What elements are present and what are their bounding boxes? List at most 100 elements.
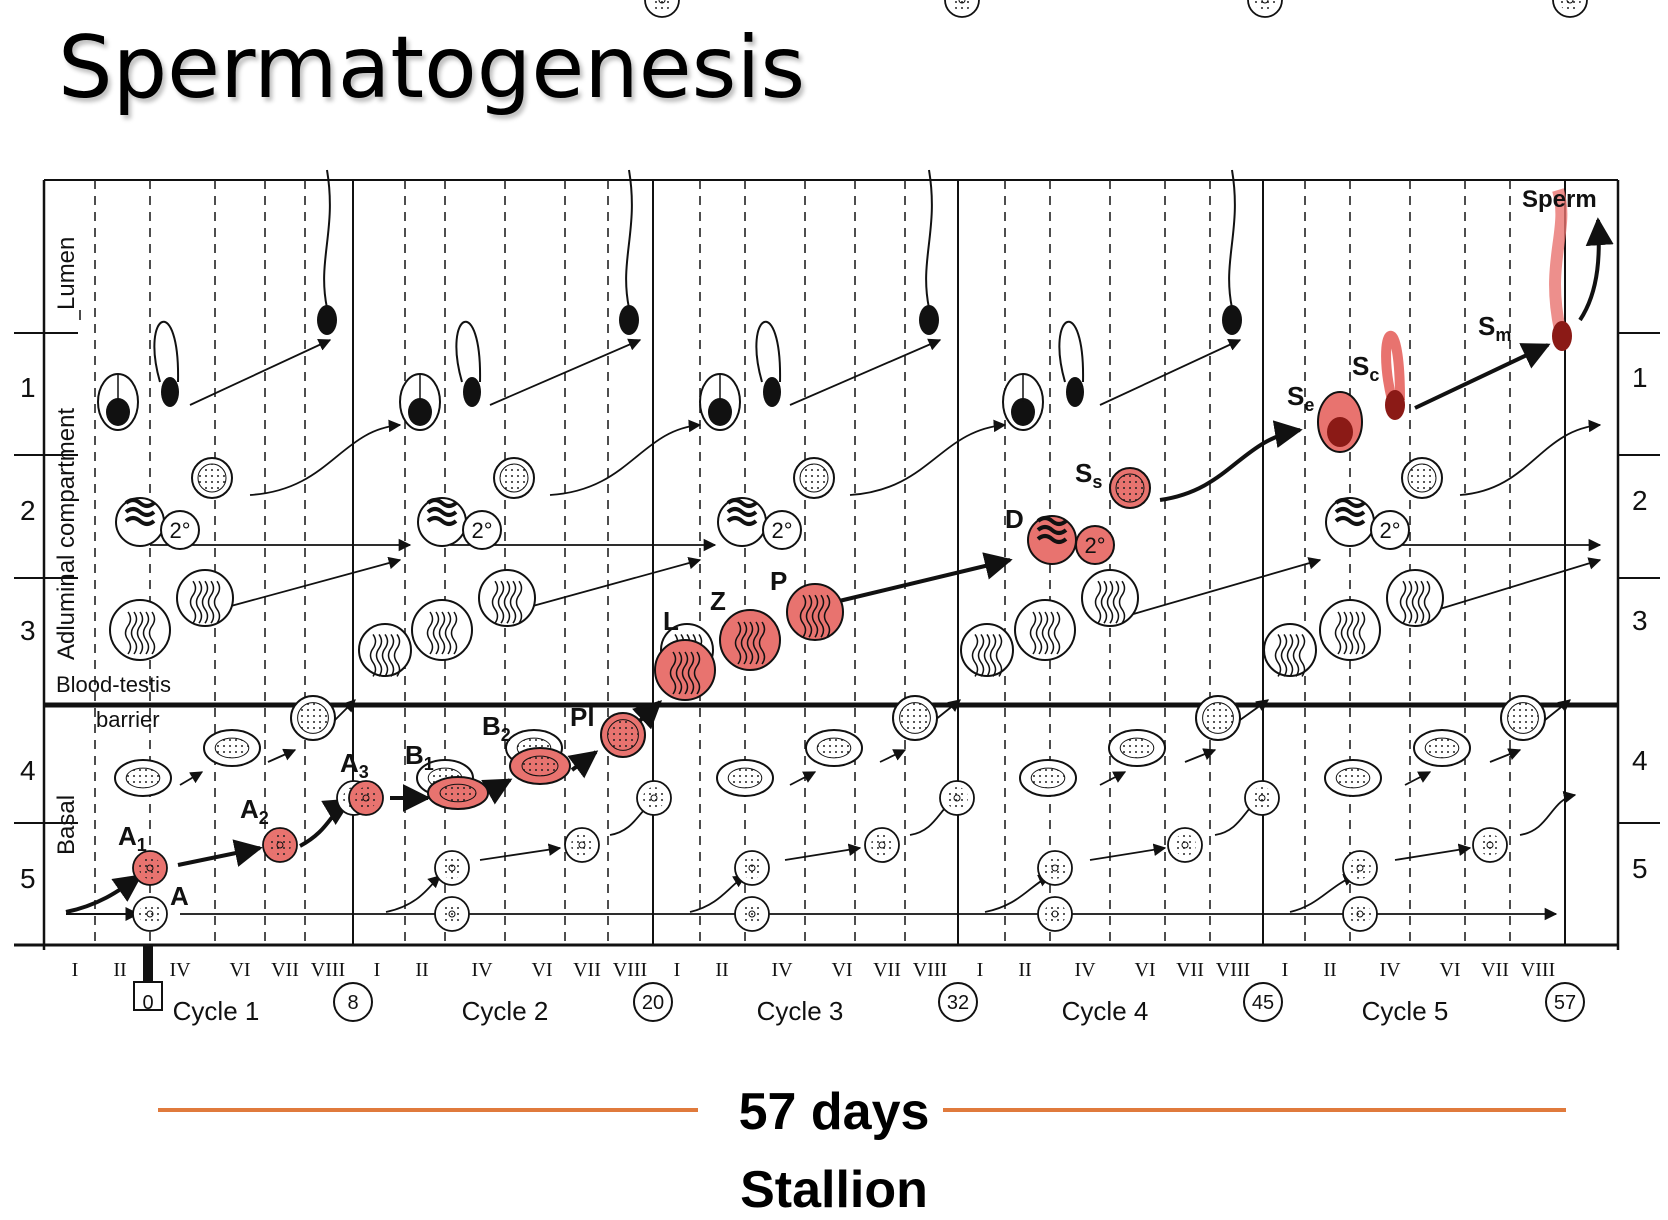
label-D: D [1005, 504, 1024, 534]
species-caption: Stallion [740, 1161, 928, 1219]
day-markers: 0 8 20 32 45 57 [133, 945, 1585, 1022]
stage-numeral: VI [531, 959, 552, 981]
label-Sperm: Sperm [1522, 186, 1597, 213]
compartment-labels: Lumen Adluminal compartment Basal Blood-… [53, 237, 171, 855]
stage-numeral: VIII [1521, 959, 1555, 981]
stage-numeral: VI [1439, 959, 1460, 981]
label-B2: B2 [482, 711, 511, 745]
cycle-label: Cycle 5 [1362, 996, 1449, 1026]
cell-labels: A A1 A2 A3 B1 B2 Pl L Z P D Ss Se Sc Sm … [118, 186, 1597, 911]
label-Z: Z [710, 586, 726, 616]
adluminal-label: Adluminal compartment [53, 408, 80, 660]
stage-numeral: IV [771, 959, 793, 981]
svg-text:2°: 2° [771, 518, 792, 543]
page-title: Spermatogenesis [58, 18, 806, 118]
progression-arrows [65, 217, 1614, 921]
row-number: 5 [20, 863, 36, 894]
stage-numeral: VII [271, 959, 299, 981]
svg-text:2°: 2° [471, 518, 492, 543]
label-Sm: Sm [1478, 311, 1511, 345]
stage-numeral: IV [471, 959, 493, 981]
stage-numeral: I [1282, 959, 1289, 981]
day-marker-value: 8 [347, 992, 358, 1014]
cycle-label: Cycle 3 [757, 996, 844, 1026]
lumen-label: Lumen [53, 237, 80, 310]
row-numbers: 1 1 2 2 3 3 4 4 5 5 [20, 362, 1648, 894]
svg-text:2°: 2° [1084, 533, 1105, 558]
row-number: 4 [1632, 745, 1648, 776]
day-marker: 8 [333, 982, 373, 1022]
stage-numeral: VIII [613, 959, 647, 981]
cycle-boundaries [352, 180, 1566, 945]
svg-text:2°: 2° [169, 518, 190, 543]
cycle-label: Cycle 1 [173, 996, 260, 1026]
row-number: 4 [20, 755, 36, 786]
day-marker: 57 [1545, 982, 1585, 1022]
row-number: 1 [1632, 362, 1648, 393]
label-Ss: Ss [1075, 458, 1102, 492]
label-Pl: Pl [570, 702, 595, 732]
stage-numeral: IV [1379, 959, 1401, 981]
stage-numeral: VIII [913, 959, 947, 981]
stage-numeral: I [977, 959, 984, 981]
day-marker-value: 20 [642, 992, 664, 1014]
day-marker-value: 32 [947, 992, 969, 1014]
stage-numeral: VI [1134, 959, 1155, 981]
day-marker: 0 [133, 945, 163, 1014]
stage-numeral: VII [873, 959, 901, 981]
stage-numeral: II [113, 959, 126, 981]
cycle-cells [939, 0, 1317, 932]
cycle-label: Cycle 2 [462, 996, 549, 1026]
highlighted-cells: 2° [132, 188, 1572, 886]
svg-text:2°: 2° [1379, 518, 1400, 543]
day-marker: 20 [633, 982, 673, 1022]
day-marker: 32 [938, 982, 978, 1022]
stage-numeral: II [1323, 959, 1336, 981]
label-P: P [770, 566, 787, 596]
barrier-label-line1: Blood-testis [56, 672, 171, 697]
stage-numeral: I [72, 959, 79, 981]
diagram-frame [14, 179, 1660, 950]
stage-numeral: IV [1074, 959, 1096, 981]
label-B1: B1 [405, 740, 434, 774]
cycle-cells: 2° [1244, 0, 1588, 932]
stage-numeral: IV [169, 959, 191, 981]
basal-label: Basal [53, 795, 80, 855]
cycle-labels: Cycle 1 Cycle 2 Cycle 3 Cycle 4 Cycle 5 [173, 996, 1449, 1026]
cycle-cells: 2° [636, 0, 1014, 932]
stage-numeral: II [1018, 959, 1031, 981]
stage-numeral: VIII [1216, 959, 1250, 981]
stage-numeral: VI [229, 959, 250, 981]
stage-numeral: VII [1481, 959, 1509, 981]
label-A2: A2 [240, 794, 269, 828]
row-number: 2 [20, 495, 36, 526]
stage-numeral: I [374, 959, 381, 981]
cycle-cells: 2° [97, 169, 412, 932]
row-number: 1 [20, 372, 36, 403]
day-marker-value: 57 [1554, 992, 1576, 1014]
label-A1: A1 [118, 821, 147, 855]
label-A: A [170, 881, 189, 911]
stage-dashed-lines [94, 180, 1511, 945]
label-Sc: Sc [1352, 351, 1379, 385]
duration-rule-left [158, 1108, 698, 1112]
row-number: 2 [1632, 485, 1648, 516]
stage-numeral: II [415, 959, 428, 981]
stage-numeral: VIII [311, 959, 345, 981]
row-number: 3 [20, 615, 36, 646]
day-marker-value: 45 [1252, 992, 1274, 1014]
cells: 2° 2° 2° 2° 2° [97, 0, 1588, 932]
label-L: L [663, 606, 679, 636]
stage-numerals: I II IV VI VII VIII I II IV VI VII VIII I II IV VI VII VI… [72, 959, 1556, 981]
day-marker-value: 0 [142, 992, 153, 1014]
stage-numeral: I [674, 959, 681, 981]
barrier-label-line2: barrier [96, 707, 160, 732]
stage-numeral: II [715, 959, 728, 981]
duration-caption: 57 days [738, 1083, 930, 1141]
cycle-label: Cycle 4 [1062, 996, 1149, 1026]
stage-numeral: VII [573, 959, 601, 981]
row-number: 5 [1632, 853, 1648, 884]
stage-numeral: VII [1176, 959, 1204, 981]
day-marker: 45 [1243, 982, 1283, 1022]
